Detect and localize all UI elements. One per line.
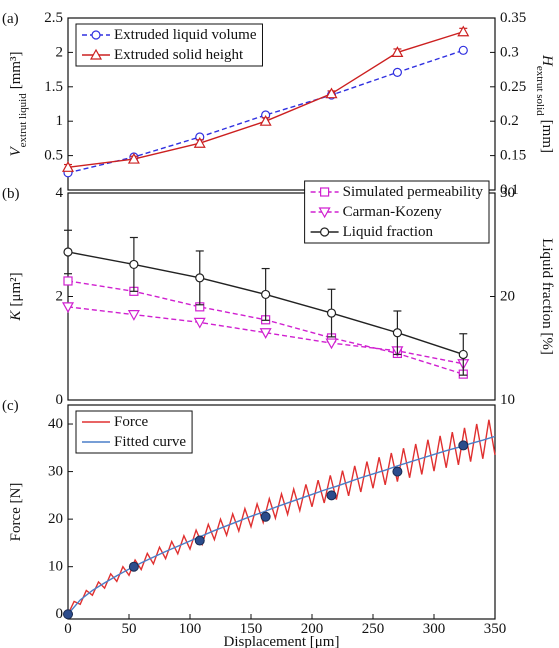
plot-frame [67, 17, 496, 191]
plot-frame [67, 404, 496, 620]
y2-tick-label: 0.3 [500, 44, 519, 60]
axis-symbol: V [8, 146, 24, 157]
axis-label: Hextrut solid [mm] [534, 54, 555, 153]
y-tick-label: 0.5 [44, 148, 63, 164]
data-point [129, 259, 139, 270]
data-point [326, 308, 337, 318]
legend-label: Fitted curve [114, 434, 186, 450]
y2-tick-label: 0.15 [500, 148, 526, 164]
y-tick-label: 2.5 [44, 10, 63, 26]
y2-tick-label: 20 [500, 289, 515, 305]
data-point [259, 114, 272, 126]
data-point [392, 67, 402, 77]
y-tick-label: 30 [48, 464, 63, 480]
panel-label: (b) [2, 186, 20, 202]
data-point [325, 338, 338, 350]
x-tick-label: 0 [64, 621, 72, 637]
legend-label: Carman-Kozeny [343, 204, 443, 220]
y2-tick-label: 0.2 [500, 113, 519, 129]
fit-point [458, 440, 469, 451]
data-point [458, 349, 468, 360]
data-point [259, 328, 272, 339]
legend-label: Simulated permeability [343, 184, 484, 200]
y2-tick-label: 0.1 [500, 182, 519, 198]
y-tick-label: 10 [48, 559, 63, 575]
x-tick-label: 200 [301, 621, 324, 637]
axis-subscript: extrut solid [534, 66, 546, 116]
legend: Force Fitted curve [75, 410, 193, 454]
legend-label: Extruded solid height [114, 47, 244, 63]
data-point [63, 276, 73, 286]
x-tick-label: 300 [423, 621, 446, 637]
y2-tick-label: 0.35 [500, 10, 526, 26]
x-tick-label: 350 [484, 621, 507, 637]
data-point [63, 247, 73, 257]
y-tick-label: 4 [56, 185, 64, 201]
legend: Extruded liquid volume Extruded solid hei… [75, 23, 263, 67]
legend-label: Force [114, 414, 148, 430]
y-tick-label: 0 [56, 392, 64, 408]
data-point [458, 45, 468, 55]
fit-point [260, 511, 271, 522]
fit-point [128, 561, 139, 572]
data-point [193, 317, 206, 329]
y-tick-label: 1 [56, 113, 64, 129]
data-point [89, 48, 103, 60]
axis-label: Vextrut liquid [mm³] [8, 51, 29, 156]
data-point [320, 227, 330, 237]
fit-point [63, 609, 73, 620]
data-point [318, 207, 331, 219]
fit-point [326, 490, 337, 501]
fit-point [194, 535, 205, 546]
y2-tick-label: 10 [500, 392, 515, 408]
y-tick-label: 1.5 [44, 79, 63, 95]
fit-point [392, 466, 403, 477]
y-tick-label: 2 [56, 44, 64, 60]
legend-label: Extruded liquid volume [114, 27, 257, 43]
data-point [320, 187, 330, 197]
x-tick-label: 50 [122, 621, 137, 637]
x-axis-label: Displacement [μm] [224, 634, 340, 648]
data-point [195, 273, 205, 283]
y-tick-label: 20 [48, 511, 63, 527]
axis-unit: [mm] [539, 120, 555, 153]
data-point [193, 136, 206, 148]
legend: Simulated permeability Carman-Kozeny Liqui… [304, 180, 490, 244]
data-point [127, 152, 140, 164]
data-point [391, 46, 404, 58]
x-tick-label: 100 [179, 621, 202, 637]
data-point [61, 302, 75, 314]
panel-label: (c) [2, 398, 19, 414]
axis-unit: [mm³] [8, 51, 24, 89]
axis-symbol: H [539, 54, 555, 67]
y-tick-label: 2 [56, 289, 64, 305]
panel-label: (a) [2, 11, 19, 27]
x-tick-label: 150 [240, 621, 263, 637]
data-point [261, 289, 271, 300]
axis-unit: [μm²] [8, 272, 24, 306]
data-point [457, 25, 470, 37]
y-tick-label: 40 [48, 416, 63, 432]
data-point [127, 310, 140, 321]
axis-subscript: extrut liquid [17, 93, 29, 148]
data-point [61, 161, 75, 172]
axis-label: Liquid fraction [%] [539, 238, 555, 355]
legend-label: Liquid fraction [343, 224, 434, 240]
data-point [392, 328, 402, 338]
x-tick-label: 250 [362, 621, 385, 637]
legend-box [75, 23, 263, 67]
axis-label: K [μm²] [8, 272, 24, 321]
series-line [67, 419, 496, 615]
y2-tick-label: 30 [500, 185, 515, 201]
axis-symbol: K [8, 310, 24, 322]
data-point [325, 87, 338, 99]
series-line [67, 435, 496, 615]
axis-label: Force [N] [8, 483, 24, 542]
legend-box [75, 410, 193, 454]
data-point [91, 30, 101, 40]
y2-tick-label: 0.25 [500, 79, 526, 95]
y-tick-label: 0 [56, 606, 64, 622]
